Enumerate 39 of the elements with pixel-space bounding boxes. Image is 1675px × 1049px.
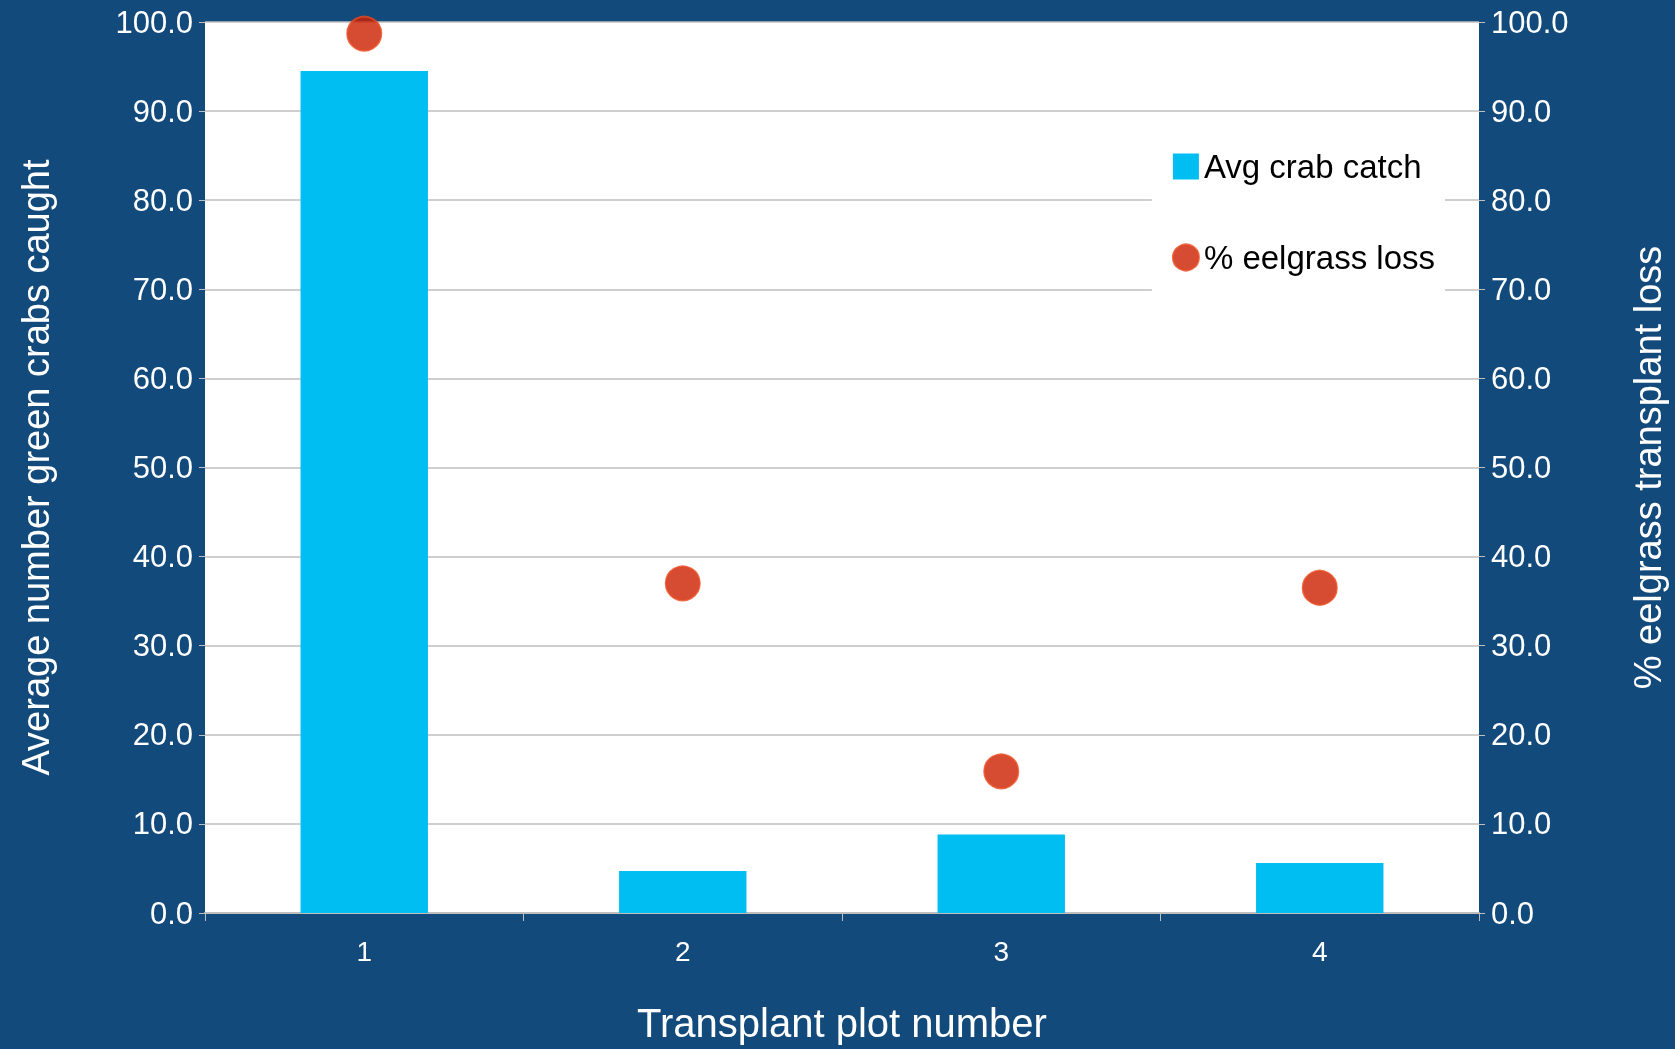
x-tick-label: 2 [674,935,691,967]
bar [619,871,747,913]
legend-label: Avg crab catch [1203,148,1422,185]
y2-tick-label: 10.0 [1491,806,1552,842]
point [346,15,383,52]
y2-tick-label: 0.0 [1491,895,1535,931]
y2-tick-label: 80.0 [1491,182,1552,218]
y2-tick-label: 40.0 [1491,539,1552,575]
y-tick-label: 0.0 [149,895,193,931]
y-tick-label: 70.0 [132,271,193,307]
point [1301,569,1338,606]
bar [1256,863,1384,913]
bar [300,71,428,913]
point [983,753,1020,790]
y-axis-title: Average number green crabs caught [15,159,57,776]
y-tick-label: 30.0 [132,628,193,664]
y-tick-label: 40.0 [132,539,193,575]
y2-tick-label: 60.0 [1491,360,1552,396]
y2-tick-label: 20.0 [1491,717,1552,753]
y2-tick-label: 70.0 [1491,271,1552,307]
x-tick-label: 4 [1311,935,1328,967]
point [664,565,701,602]
legend-label: % eelgrass loss [1203,239,1436,276]
y-tick-label: 100.0 [115,4,193,40]
bar [937,834,1065,913]
y2-axis-title: % eelgrass transplant loss [1627,245,1669,690]
y2-tick-label: 50.0 [1491,450,1552,485]
y-tick-label: 60.0 [132,360,193,396]
y-tick-label: 10.0 [132,806,193,842]
y-tick-label: 80.0 [132,182,193,218]
x-tick-label: 1 [356,935,373,967]
y2-tick-label: 30.0 [1491,628,1552,664]
y2-tick-label: 90.0 [1491,93,1552,129]
y-tick-label: 20.0 [132,717,193,753]
x-axis-title: Transplant plot number [637,1001,1047,1045]
y-tick-label: 90.0 [132,93,193,129]
x-tick-label: 3 [993,935,1010,967]
y2-tick-label: 100.0 [1491,4,1569,40]
y-tick-label: 50.0 [132,450,193,485]
